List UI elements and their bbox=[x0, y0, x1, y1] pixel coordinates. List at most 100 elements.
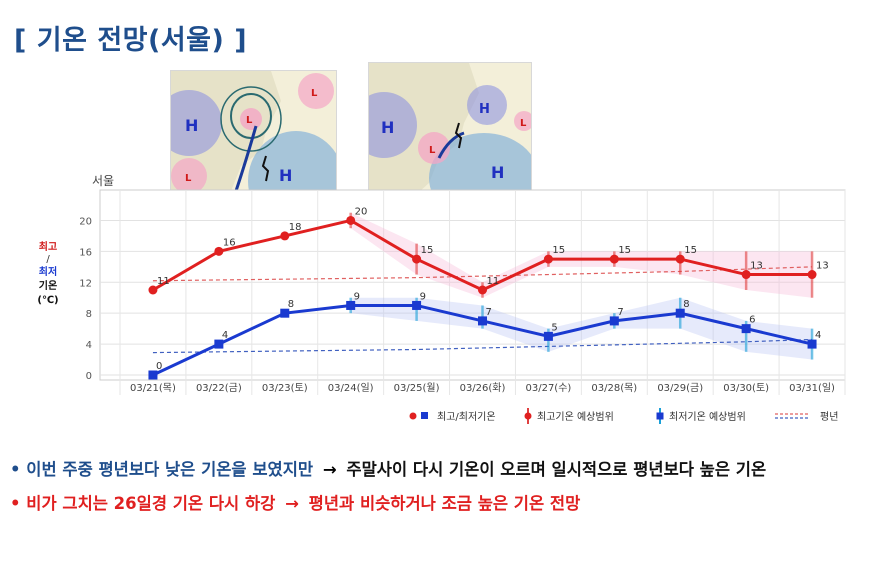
map2-high-2: H bbox=[479, 102, 490, 117]
max-temp-label: 18 bbox=[289, 222, 302, 233]
bullet-dot-2: • bbox=[10, 494, 21, 513]
min-temp-point bbox=[148, 370, 158, 380]
max-temp-label: 15 bbox=[421, 245, 434, 256]
summary-bullets: • 이번 주중 평년보다 낮은 기온을 보였지만 → 주말사이 다시 기온이 오… bbox=[10, 456, 766, 524]
xtick-label: 03/29(금) bbox=[657, 382, 703, 394]
page-title: [ 기온 전망(서울) ] bbox=[14, 25, 248, 56]
summary-1-pre: 이번 주중 평년보다 낮은 기온을 보였지만 bbox=[26, 460, 314, 479]
map2-low-2: L bbox=[520, 118, 527, 129]
xtick-label: 03/27(수) bbox=[525, 382, 571, 394]
ytick-label: 8 bbox=[86, 309, 92, 320]
max-temp-point bbox=[609, 254, 619, 264]
xtick-label: 03/28(목) bbox=[591, 382, 637, 394]
summary-2-pre: 비가 그치는 26일경 기온 다시 하강 bbox=[26, 494, 276, 513]
min-temp-label: 7 bbox=[486, 307, 492, 318]
max-range-band bbox=[350, 212, 813, 298]
legend-max-marker bbox=[409, 412, 417, 420]
normal-min-line bbox=[152, 338, 813, 354]
min-temp-label: 4 bbox=[815, 330, 821, 341]
ylabel-unit1: 기온 bbox=[39, 279, 57, 292]
bullet-dot-1: • bbox=[10, 460, 21, 479]
map2-low-1: L bbox=[429, 145, 436, 156]
ytick-label: 16 bbox=[79, 247, 92, 258]
max-temp-label: 16 bbox=[223, 237, 236, 248]
legend-label-4: 평년 bbox=[820, 411, 838, 423]
min-temp-label: 6 bbox=[749, 315, 755, 326]
weather-map-1: H H L L L bbox=[170, 70, 337, 217]
min-temp-label: 8 bbox=[683, 299, 689, 310]
map2-high-1: H bbox=[381, 118, 394, 137]
legend-label-2: 최고기온 예상범위 bbox=[537, 410, 614, 423]
min-temp-label: 9 bbox=[420, 291, 426, 302]
xtick-label: 03/26(화) bbox=[460, 382, 506, 394]
weather-map-2-graphic: H H H L L bbox=[369, 63, 531, 201]
max-temp-point bbox=[675, 254, 685, 264]
normal-max-line bbox=[152, 266, 813, 282]
max-temp-point bbox=[741, 270, 751, 280]
map1-low-1: L bbox=[311, 88, 318, 99]
max-temp-point bbox=[214, 246, 224, 256]
xtick-label: 03/22(금) bbox=[196, 382, 242, 394]
ytick-label: 4 bbox=[86, 340, 92, 351]
map2-high-3: H bbox=[491, 163, 504, 182]
ylabel-max: 최고 bbox=[39, 240, 57, 253]
min-temp-point bbox=[412, 300, 422, 310]
min-temp-point bbox=[609, 316, 619, 326]
map1-high-2: H bbox=[279, 166, 292, 185]
summary-line-1: • 이번 주중 평년보다 낮은 기온을 보였지만 → 주말사이 다시 기온이 오… bbox=[10, 456, 766, 480]
map1-high-1: H bbox=[185, 116, 198, 135]
map1-low-2: L bbox=[246, 115, 253, 126]
min-temp-point bbox=[280, 308, 290, 318]
min-temp-point bbox=[741, 324, 751, 334]
min-temp-label: 8 bbox=[288, 299, 294, 310]
summary-2-post: 평년과 비슷하거나 조금 높은 기온 전망 bbox=[308, 494, 581, 513]
max-temp-point bbox=[543, 254, 553, 264]
xtick-label: 03/31(일) bbox=[789, 382, 835, 394]
legend-min-marker bbox=[421, 412, 428, 419]
min-temp-point bbox=[478, 316, 487, 326]
max-temp-point bbox=[148, 285, 158, 295]
max-temp-point bbox=[807, 270, 817, 280]
map1-low-3: L bbox=[185, 173, 192, 184]
max-temp-label: 11 bbox=[487, 276, 500, 287]
min-temp-point bbox=[675, 308, 685, 318]
min-temp-point bbox=[807, 339, 817, 349]
min-temp-label: 0 bbox=[156, 361, 162, 372]
max-temp-label: 13 bbox=[750, 261, 763, 272]
max-temp-point bbox=[478, 285, 487, 295]
ylabel-min: 최저 bbox=[39, 265, 57, 278]
xtick-label: 03/23(토) bbox=[262, 383, 308, 394]
arrow-icon: → bbox=[322, 460, 337, 479]
max-temp-point bbox=[346, 215, 356, 225]
ylabel-unit2: (℃) bbox=[37, 295, 58, 306]
min-temp-label: 4 bbox=[222, 330, 228, 341]
xtick-label: 03/21(목) bbox=[130, 382, 176, 394]
max-temp-label: 11 bbox=[157, 276, 170, 287]
ytick-label: 20 bbox=[79, 216, 92, 227]
chart-title: 서울 bbox=[92, 174, 114, 188]
ylabel-slash: / bbox=[46, 254, 50, 265]
legend-max-range-marker bbox=[524, 412, 532, 420]
min-temp-label: 9 bbox=[354, 291, 360, 302]
xtick-label: 03/30(토) bbox=[723, 383, 769, 394]
summary-line-2: • 비가 그치는 26일경 기온 다시 하강 → 평년과 비슷하거나 조금 높은… bbox=[10, 490, 766, 514]
summary-1-post: 주말사이 다시 기온이 오르며 일시적으로 평년보다 높은 기온 bbox=[346, 460, 767, 479]
max-temp-label: 15 bbox=[618, 245, 631, 256]
min-temp-point bbox=[214, 339, 224, 349]
weather-map-2: H H H L L bbox=[368, 62, 532, 202]
legend-min-range-marker bbox=[656, 412, 664, 420]
max-temp-point bbox=[280, 231, 290, 241]
max-temp-label: 15 bbox=[552, 245, 565, 256]
min-temp-point bbox=[543, 331, 553, 341]
min-temp-label: 5 bbox=[551, 322, 557, 333]
ytick-label: 0 bbox=[86, 371, 92, 382]
max-temp-label: 13 bbox=[816, 261, 829, 272]
legend-label-3: 최저기온 예상범위 bbox=[669, 410, 746, 423]
ytick-label: 12 bbox=[79, 278, 92, 289]
arrow-icon: → bbox=[285, 494, 299, 513]
min-temp-point bbox=[346, 300, 356, 310]
max-temp-label: 20 bbox=[355, 206, 368, 217]
legend-label-1: 최고/최저기온 bbox=[437, 411, 496, 423]
max-temp-point bbox=[412, 254, 422, 264]
